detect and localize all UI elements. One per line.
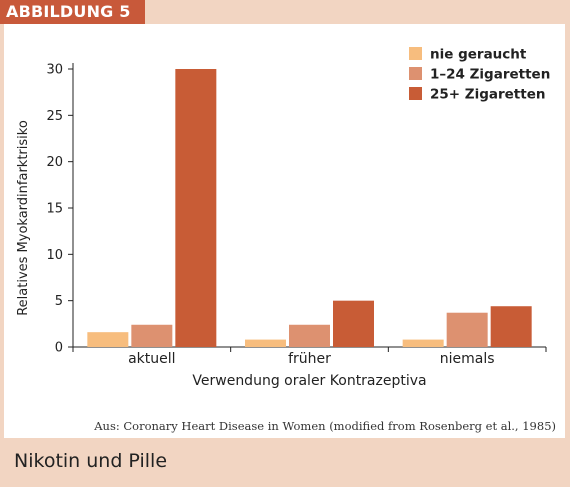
legend-swatch-3 — [409, 87, 422, 100]
bar-1-1 — [87, 332, 129, 347]
x-tick-label-1: aktuell — [128, 351, 175, 367]
y-tick-label-25: 25 — [46, 109, 63, 124]
bar-2-3 — [333, 300, 374, 347]
x-axis-label: Verwendung oraler Kontrazeptiva — [192, 373, 426, 389]
source-note: Aus: Coronary Heart Disease in Women (mo… — [94, 419, 556, 433]
legend-swatch-1 — [409, 47, 422, 60]
y-axis-label: Relatives Myokardinfarktrisiko — [16, 120, 31, 316]
x-tick-label-3: niemals — [440, 351, 495, 367]
y-tick-label-15: 15 — [46, 202, 63, 217]
bar-1-2 — [131, 324, 173, 347]
chart-panel — [4, 24, 565, 438]
y-tick-label-30: 30 — [46, 63, 63, 78]
y-tick-label-0: 0 — [55, 341, 63, 356]
legend-label-3: 25+ Zigaretten — [430, 87, 545, 103]
figure-caption: Nikotin und Pille — [14, 450, 168, 472]
bar-1-3 — [175, 69, 217, 347]
bar-3-2 — [446, 312, 488, 347]
legend-swatch-2 — [409, 67, 422, 80]
bar-2-1 — [245, 339, 286, 347]
legend-label-2: 1–24 Zigaretten — [430, 67, 550, 83]
bar-3-3 — [490, 306, 532, 347]
y-tick-label-20: 20 — [46, 155, 63, 170]
figure-label: ABBILDUNG 5 — [0, 0, 145, 24]
bar-2-2 — [289, 324, 330, 347]
y-tick-label-5: 5 — [55, 294, 63, 309]
x-tick-label-2: früher — [288, 351, 331, 367]
y-tick-label-10: 10 — [46, 248, 63, 263]
bar-3-1 — [402, 339, 444, 347]
legend-label-1: nie geraucht — [430, 47, 527, 63]
